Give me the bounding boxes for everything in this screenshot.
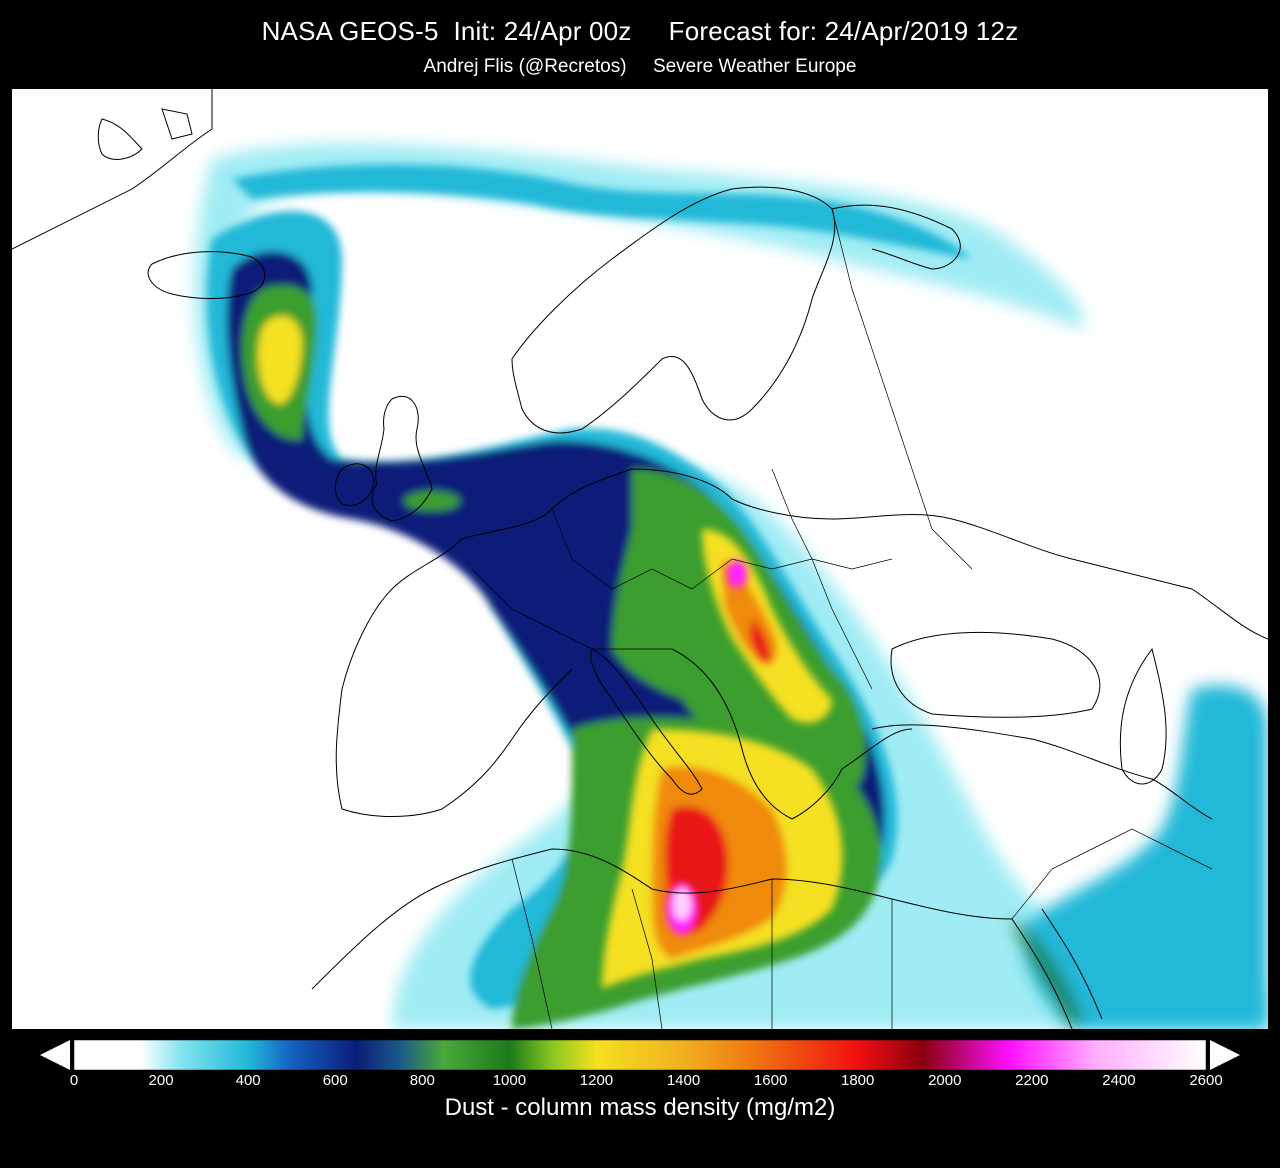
border-north-africa	[511, 858, 893, 1029]
border-middle-east	[1011, 828, 1213, 920]
border-central-europe	[551, 508, 893, 590]
colorbar-tick-0: 0	[69, 1072, 79, 1089]
coastlines	[12, 89, 1268, 1029]
finland-russia-coast	[831, 204, 961, 270]
border-west-europe	[471, 568, 672, 650]
colorbar-tick-2400: 2400	[1102, 1072, 1136, 1089]
colorbar-tick-800: 800	[409, 1072, 435, 1089]
colorbar-tick-2000: 2000	[928, 1072, 962, 1089]
colorbar-label: Dust - column mass density (mg/m2)	[444, 1094, 836, 1121]
dust-map	[12, 89, 1268, 1029]
balkans-greece-coast	[671, 648, 913, 820]
greenland-coast	[12, 89, 213, 250]
dust-plume-layers	[194, 143, 1268, 1029]
plume-red-region	[665, 619, 771, 932]
colorbar	[40, 1039, 1240, 1071]
colorbar-ticks: 0 200 400 600 800 1000 1200 1400 1600 1800 2000 220…	[0, 1072, 1280, 1092]
plume-magenta-peak-north	[727, 560, 747, 588]
plume-scandinavia-streak	[232, 164, 972, 259]
plume-middle-east	[1024, 685, 1268, 1029]
chart-subtitle: Andrej Flis (@Recretos) Severe Weather E…	[423, 56, 857, 77]
colorbar-left-arrow	[40, 1040, 70, 1070]
colorbar-tick-1400: 1400	[666, 1072, 701, 1089]
iberia-coast	[335, 588, 573, 817]
svalbard-coast	[97, 108, 193, 160]
colorbar-tick-1200: 1200	[579, 1072, 614, 1089]
turkey-coast	[871, 724, 1213, 820]
iceland-coast	[147, 251, 266, 300]
scandinavia-coast	[511, 186, 836, 434]
colorbar-right-arrow	[1210, 1040, 1240, 1070]
continental-europe-coast	[391, 468, 1268, 640]
plume-pink-core	[673, 888, 691, 920]
italy-coast	[590, 648, 703, 795]
colorbar-tick-2600: 2600	[1189, 1072, 1223, 1089]
border-russia	[831, 208, 973, 570]
country-borders	[471, 208, 1213, 1029]
great-britain-coast	[371, 395, 433, 522]
colorbar-tick-400: 400	[235, 1072, 261, 1089]
colorbar-tick-1600: 1600	[753, 1072, 788, 1089]
colorbar-tick-2200: 2200	[1015, 1072, 1049, 1089]
colorbar-gradient	[73, 1039, 1207, 1071]
red-sea-coast	[1011, 908, 1103, 1029]
chart-title: NASA GEOS-5 Init: 24/Apr 00z Forecast fo…	[261, 16, 1019, 46]
colorbar-tick-1000: 1000	[492, 1072, 527, 1089]
colorbar-tick-600: 600	[322, 1072, 348, 1089]
ireland-coast	[334, 463, 375, 506]
border-east-europe	[771, 468, 873, 690]
black-sea-coast	[890, 631, 1101, 718]
colorbar-tick-200: 200	[148, 1072, 174, 1089]
plume-iceland-yellow	[257, 315, 303, 404]
plume-uk-green	[404, 491, 460, 511]
caspian-coast	[1119, 647, 1167, 785]
colorbar-tick-1800: 1800	[841, 1072, 875, 1089]
